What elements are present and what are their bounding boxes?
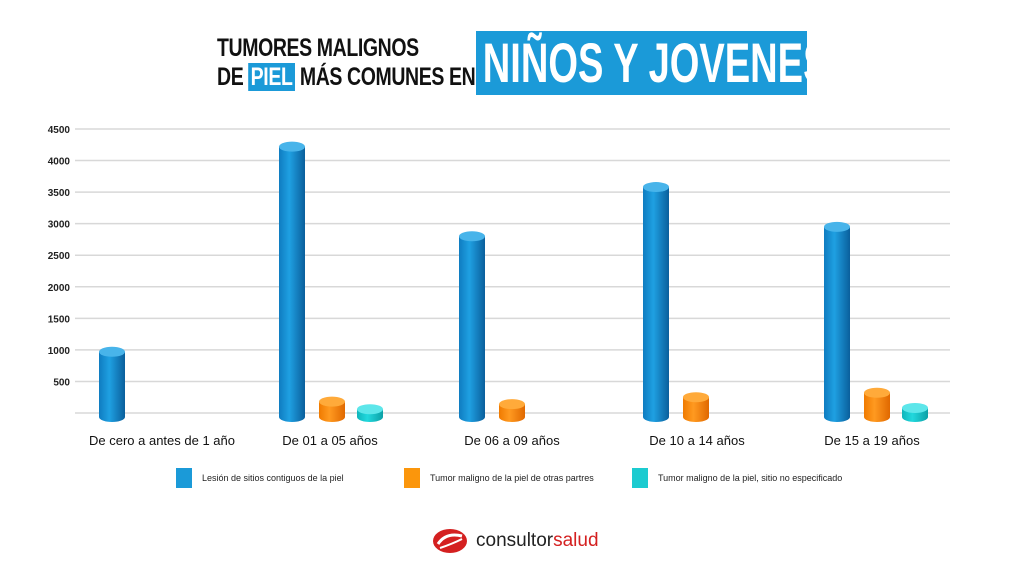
legend-swatch [632, 468, 648, 488]
bar-2-2 [319, 396, 345, 422]
x-category-label: De 06 a 09 años [464, 433, 560, 448]
bar-body [683, 397, 709, 422]
y-tick-label: 3500 [48, 188, 71, 199]
x-category-label: De 01 a 05 años [282, 433, 378, 448]
bar-1-1 [99, 346, 125, 422]
title-piel-highlight: PIEL [248, 63, 295, 91]
bar-top [683, 392, 709, 403]
bar-1-4 [643, 182, 669, 422]
title-de: DE [217, 63, 244, 91]
logo-text: consultor [476, 530, 554, 551]
bar-1-3 [459, 231, 485, 422]
legend-swatch [176, 468, 192, 488]
bar-3-5 [902, 402, 928, 422]
legend-label: Tumor maligno de la piel de otras partre… [430, 473, 594, 483]
legend-item-3: Tumor maligno de la piel, sitio no espec… [632, 468, 842, 488]
bar-body [319, 401, 345, 422]
logo-icon [433, 529, 467, 553]
title-line-2: DE PIEL MÁS COMUNES EN [217, 63, 476, 92]
bar-3-2 [357, 404, 383, 422]
bar-2-4 [683, 392, 709, 422]
logo-text-red: salud [553, 530, 599, 551]
y-tick-label: 1000 [48, 346, 71, 357]
legend-label: Tumor maligno de la piel, sitio no espec… [658, 473, 843, 483]
bar-top [499, 399, 525, 410]
bar-top [319, 396, 345, 407]
bar-body [459, 236, 485, 422]
bar-top [902, 402, 928, 413]
bar-body [279, 146, 305, 422]
x-category-label: De cero a antes de 1 año [89, 433, 235, 448]
bar-body [499, 404, 525, 422]
legend-swatch [404, 468, 420, 488]
bar-2-3 [499, 399, 525, 422]
title-highlight-box: NIÑOS Y JOVENES [476, 31, 807, 95]
consultorsalud-logo: consultor salud [432, 528, 599, 554]
bar-top [864, 387, 890, 398]
bar-1-2 [279, 141, 305, 422]
y-tick-label: 500 [53, 377, 70, 388]
bar-1-5 [824, 221, 850, 422]
y-tick-label: 2500 [48, 251, 71, 262]
bar-body [824, 226, 850, 422]
bar-top [459, 231, 485, 242]
y-tick-label: 4500 [48, 125, 71, 136]
bar-top [357, 404, 383, 415]
y-tick-label: 4000 [48, 157, 71, 168]
bar-top [824, 221, 850, 232]
y-tick-label: 1500 [48, 314, 71, 325]
y-tick-label: 2000 [48, 283, 71, 294]
bar-body [643, 187, 669, 422]
bar-top [279, 141, 305, 152]
chart-title: TUMORES MALIGNOS DE PIEL MÁS COMUNES EN [217, 34, 476, 92]
x-category-label: De 10 a 14 años [649, 433, 745, 448]
legend-item-2: Tumor maligno de la piel de otras partre… [404, 468, 594, 488]
bar-top [643, 182, 669, 193]
title-rest: MÁS COMUNES EN [299, 63, 476, 91]
bar-2-5 [864, 387, 890, 422]
title-line-1: TUMORES MALIGNOS [217, 34, 419, 62]
bar-body [99, 351, 125, 422]
legend-item-1: Lesión de sitios contiguos de la piel [176, 468, 344, 488]
bar-body [864, 392, 890, 422]
x-category-label: De 15 a 19 años [824, 433, 920, 448]
bar-top [99, 346, 125, 357]
y-tick-label: 3000 [48, 220, 71, 231]
legend-label: Lesión de sitios contiguos de la piel [202, 473, 344, 483]
